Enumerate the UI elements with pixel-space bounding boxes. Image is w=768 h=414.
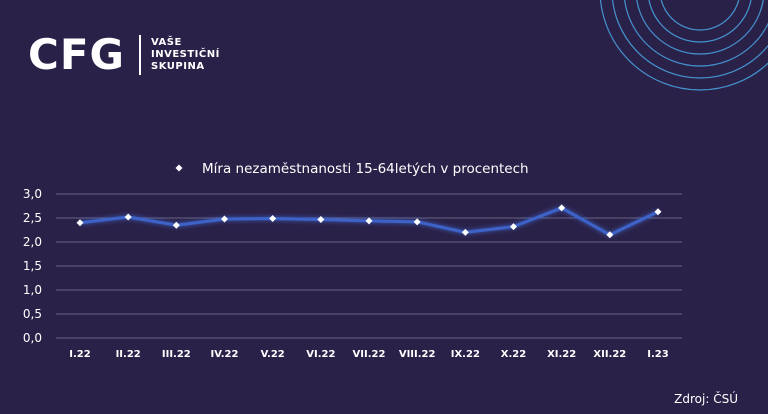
data-point [413,218,421,226]
x-tick-label: VII.22 [353,349,386,360]
data-point [172,221,180,229]
y-tick-label: 3,0 [23,187,42,201]
tagline-line: VAŠE [151,37,182,48]
data-point [76,219,84,227]
y-tick-label: 1,5 [23,259,42,273]
y-tick-label: 0,0 [23,331,42,345]
data-point [221,215,228,223]
logo-tagline: VAŠE INVESTIČNÍ SKUPINA [151,37,220,73]
cfg-logo: CFG VAŠE INVESTIČNÍ SKUPINA [28,34,220,76]
x-tick-label: V.22 [261,349,285,360]
x-tick-label: XII.22 [593,349,626,360]
legend-marker [175,164,183,172]
tagline-line: INVESTIČNÍ [151,49,220,60]
logo-mark: CFG [28,30,125,79]
x-tick-label: IX.22 [451,349,480,360]
source-label: Zdroj: ČSÚ [674,392,738,406]
tagline-line: SKUPINA [151,61,205,72]
legend-label: Míra nezaměstnanosti 15-64letých v proce… [202,161,529,177]
y-tick-label: 2,0 [23,235,42,249]
data-point [558,204,566,212]
y-tick-label: 0,5 [23,307,42,321]
y-tick-label: 2,5 [23,211,42,225]
data-point [510,223,517,231]
data-point [124,213,132,221]
data-point [606,231,614,239]
x-tick-label: II.22 [116,349,141,360]
y-tick-label: 1,0 [23,283,42,297]
x-tick-label: I.22 [69,349,90,360]
x-tick-label: III.22 [162,349,191,360]
x-tick-label: VI.22 [306,349,335,360]
logo-divider [139,35,141,75]
x-tick-label: XI.22 [547,349,576,360]
data-point [365,217,373,225]
data-point [269,214,277,222]
data-point [461,228,469,236]
x-tick-label: I.23 [647,349,668,360]
data-point [317,215,325,223]
data-point [654,208,662,216]
x-tick-label: VIII.22 [399,349,436,360]
x-tick-label: X.22 [501,349,526,360]
x-tick-label: IV.22 [211,349,239,360]
